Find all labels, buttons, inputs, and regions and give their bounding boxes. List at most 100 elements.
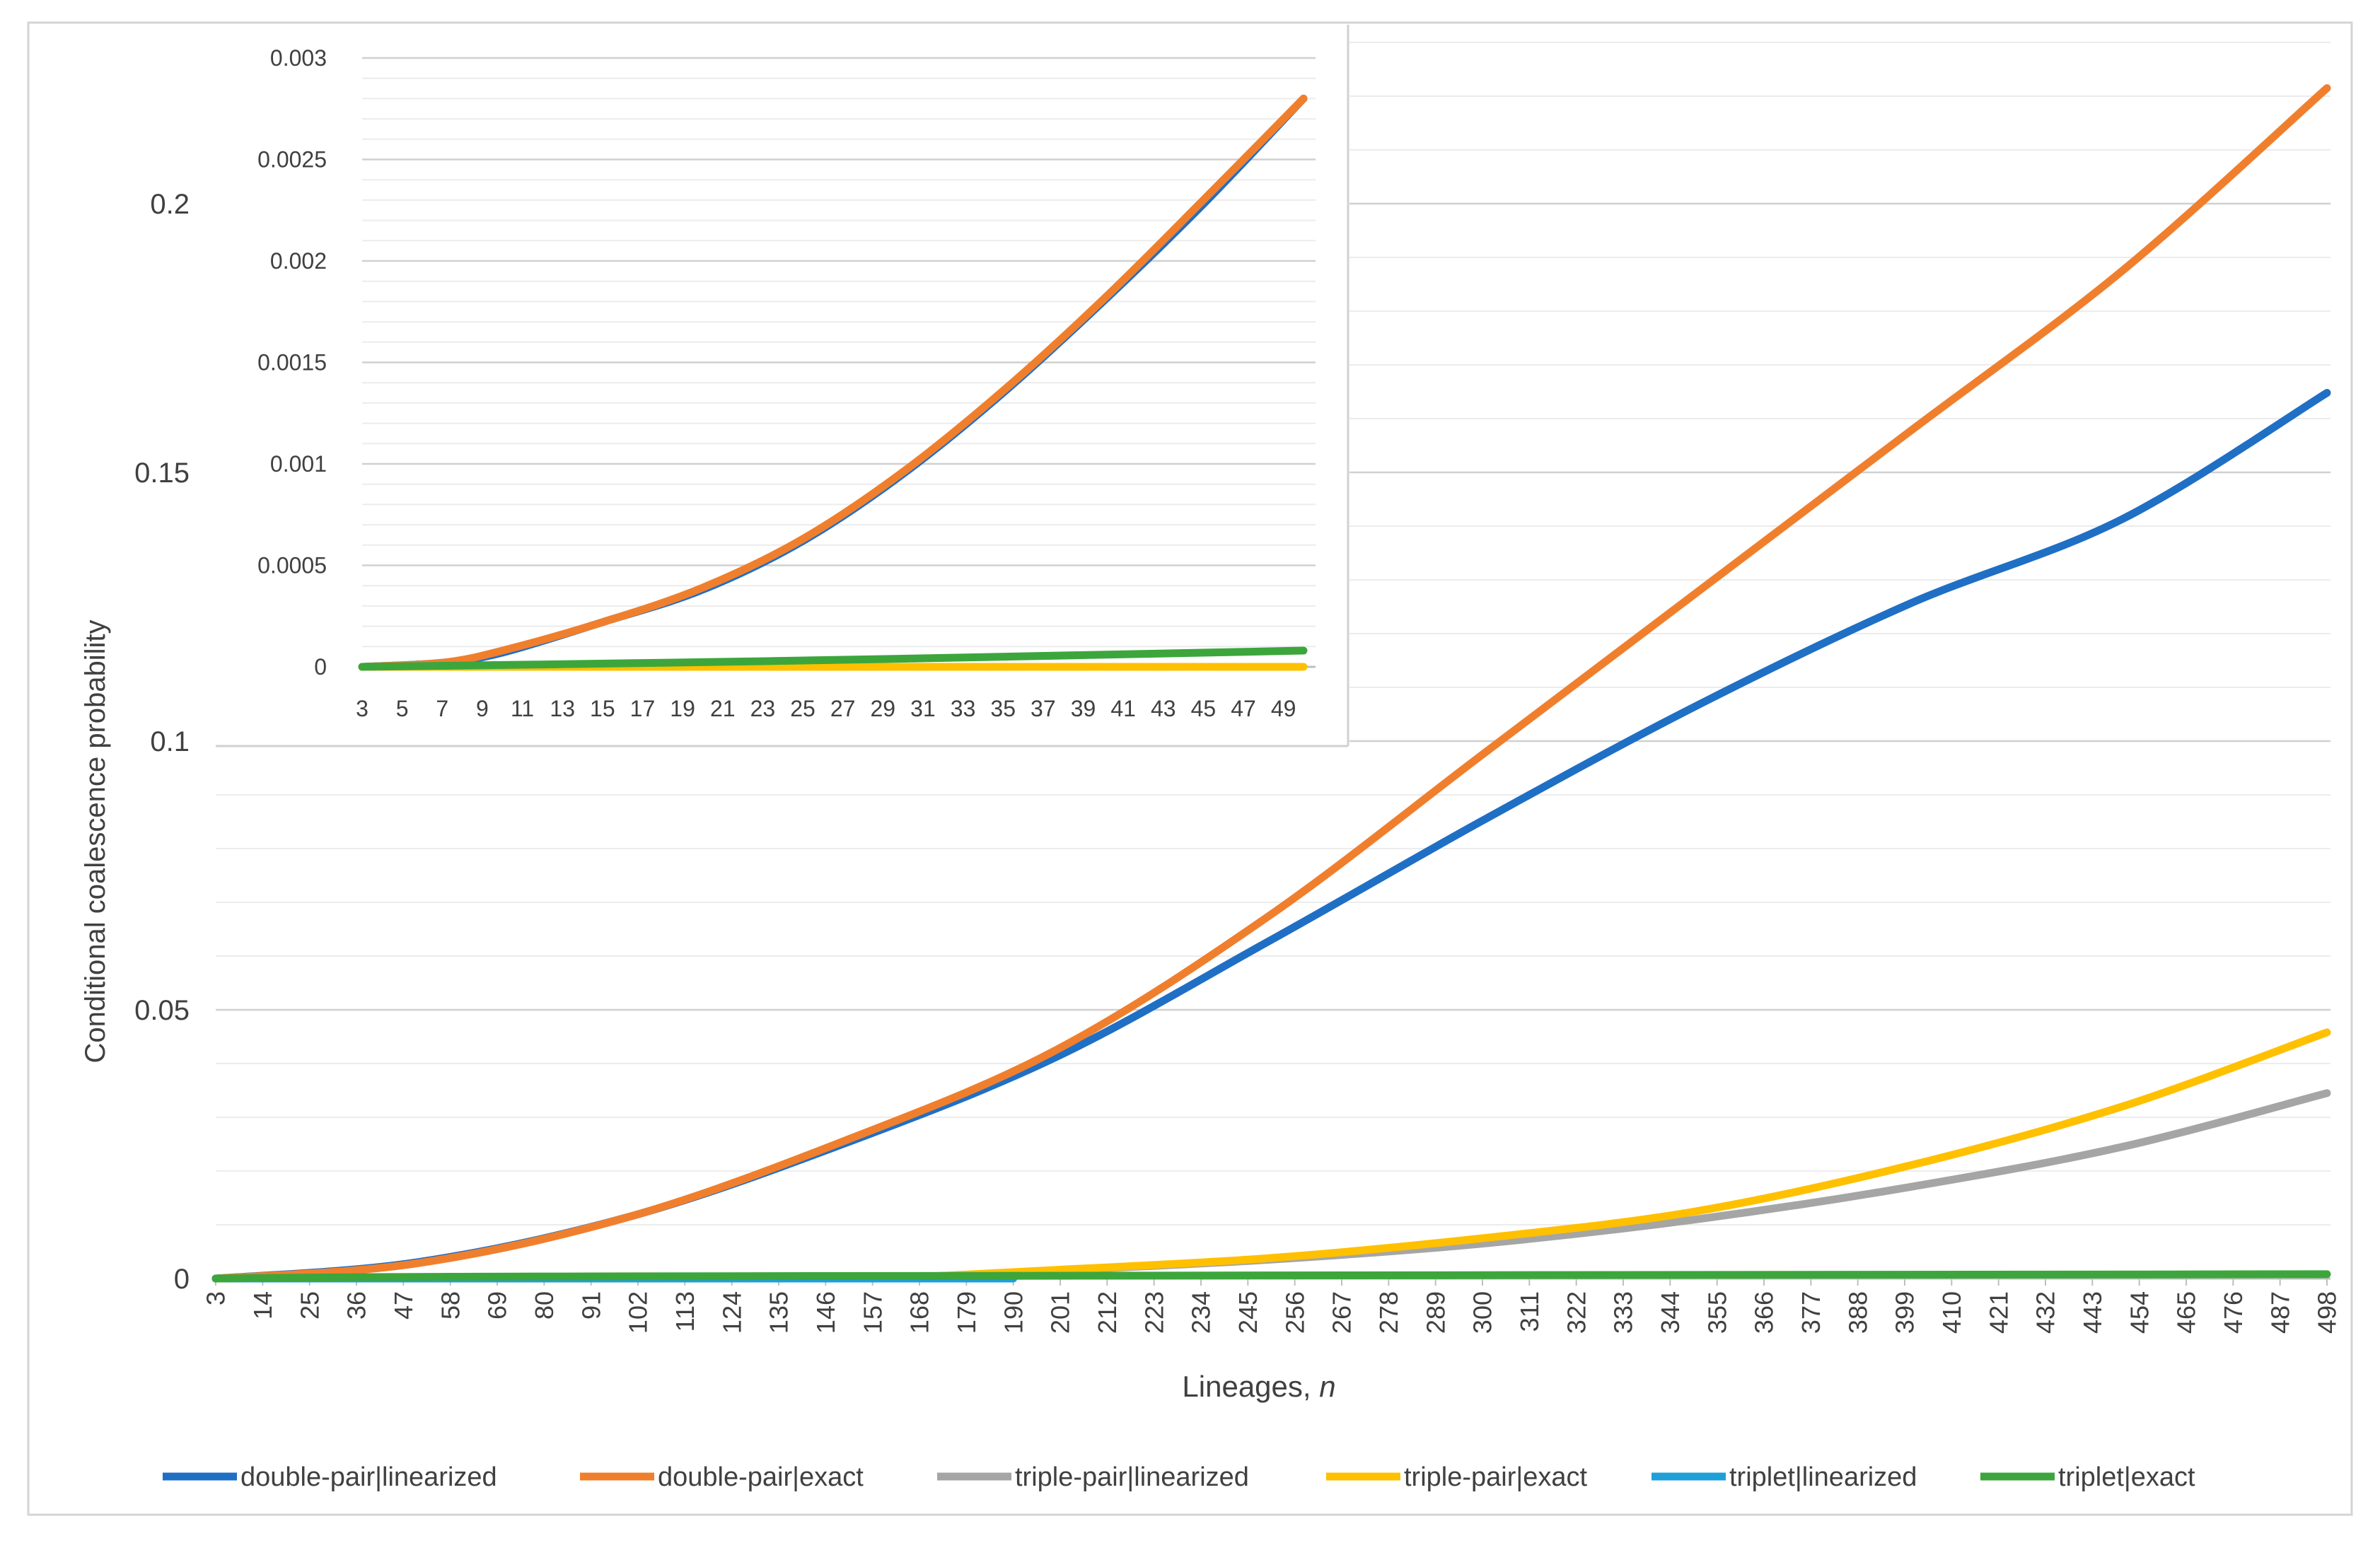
main-y-tick-label: 0 <box>174 1264 190 1295</box>
main-series-triplet-exact <box>211 1270 2331 1283</box>
main-x-tick-label: 476 <box>2219 1291 2248 1334</box>
inset-series-double-pair-exact <box>358 94 1308 671</box>
legend-label-triplet-linearized: triplet|linearized <box>1729 1462 1917 1492</box>
legend: double-pair|linearized double-pair|exact t… <box>163 1462 2195 1492</box>
main-x-tick-label: 388 <box>1843 1291 1872 1334</box>
legend-label-triplet-exact: triplet|exact <box>2058 1462 2195 1492</box>
main-x-tick-label: 311 <box>1515 1291 1544 1332</box>
main-x-tick-label: 190 <box>999 1291 1028 1334</box>
inset-x-tick-labels: 3 5 7 9 11 13 15 17 19 21 23 25 27 29 31 33 35 37 39 41 43 45… <box>356 696 1296 721</box>
main-x-tick-label: 355 <box>1702 1291 1731 1334</box>
inset-x-tick-label: 17 <box>630 696 656 721</box>
inset-x-tick-label: 11 <box>511 696 534 721</box>
y-axis-label: Conditional coalescence probability <box>80 619 111 1063</box>
main-x-tick-label: 234 <box>1187 1291 1216 1334</box>
legend-label-triple-pair-exact: triple-pair|exact <box>1404 1462 1588 1492</box>
main-x-tick-label: 124 <box>717 1291 746 1334</box>
main-x-tick-label: 47 <box>389 1291 418 1320</box>
main-x-tick-label: 14 <box>248 1291 277 1320</box>
main-x-tick-label: 113 <box>671 1291 700 1332</box>
main-x-tick-label: 344 <box>1656 1291 1685 1334</box>
main-x-tick-label: 212 <box>1093 1291 1122 1334</box>
inset-x-tick-label: 13 <box>550 696 575 721</box>
main-x-tick-label: 300 <box>1468 1291 1497 1334</box>
main-x-tick-label: 377 <box>1796 1291 1825 1334</box>
main-y-tick-label: 0.15 <box>134 458 190 489</box>
inset-y-tick-label: 0 <box>314 654 327 680</box>
main-y-tick-labels: 0 0.05 0.1 0.15 0.2 <box>134 189 190 1295</box>
x-axis-label-variable: n <box>1319 1370 1335 1403</box>
inset-x-tick-label: 43 <box>1151 696 1176 721</box>
inset-series-triplet-exact <box>358 646 1308 671</box>
inset-x-tick-label: 9 <box>476 696 489 721</box>
main-y-tick-label: 0.1 <box>150 726 190 757</box>
main-x-tick-label: 69 <box>483 1291 512 1320</box>
inset-x-tick-label: 41 <box>1110 696 1136 721</box>
main-x-tick-labels: 3 14 25 36 47 58 69 80 91 102 113 124 135 146 157 168 17… <box>202 1291 2342 1334</box>
main-series-triple-pair-exact <box>915 1028 2331 1281</box>
main-y-tick-label: 0.05 <box>134 995 190 1026</box>
inset-x-tick-label: 21 <box>710 696 736 721</box>
inset-x-tick-label: 5 <box>396 696 409 721</box>
main-x-tick-label: 432 <box>2031 1291 2060 1334</box>
inset-x-tick-label: 27 <box>830 696 856 721</box>
main-x-tick-label: 333 <box>1609 1291 1638 1334</box>
inset-x-tick-label: 29 <box>871 696 896 721</box>
inset-x-tick-label: 39 <box>1071 696 1096 721</box>
main-x-tick-label: 443 <box>2078 1291 2107 1334</box>
main-x-tick-label: 256 <box>1280 1291 1309 1334</box>
x-axis-label: Lineages, n <box>1182 1370 1335 1403</box>
main-x-tick-label: 146 <box>811 1291 840 1334</box>
main-x-tick-label: 3 <box>202 1291 231 1305</box>
legend-label-double-pair-linearized: double-pair|linearized <box>240 1462 497 1492</box>
inset-y-tick-label: 0.0005 <box>257 553 327 578</box>
inset-y-tick-label: 0.001 <box>270 451 327 477</box>
main-plot-series <box>211 84 2331 1283</box>
main-x-tick-label: 80 <box>530 1291 559 1320</box>
main-x-tick-label: 366 <box>1750 1291 1779 1334</box>
inset-x-tick-label: 49 <box>1271 696 1296 721</box>
main-x-tick-label: 421 <box>1984 1291 2013 1334</box>
inset-background <box>216 25 1349 746</box>
inset-x-tick-label: 47 <box>1231 696 1256 721</box>
main-x-tick-label: 135 <box>765 1291 794 1334</box>
main-x-tick-label: 58 <box>436 1291 465 1320</box>
main-x-tick-label: 410 <box>1937 1291 1966 1334</box>
legend-label-triple-pair-linearized: triple-pair|linearized <box>1015 1462 1249 1492</box>
main-x-tick-label: 179 <box>952 1291 981 1334</box>
inset-y-tick-label: 0.0025 <box>257 147 327 173</box>
inset-x-tick-label: 31 <box>910 696 936 721</box>
main-x-tick-label: 267 <box>1328 1291 1357 1334</box>
main-x-tick-label: 36 <box>342 1291 371 1320</box>
main-x-tick-label: 399 <box>1891 1291 1920 1334</box>
main-x-tick-label: 25 <box>295 1291 324 1320</box>
inset-x-tick-label: 25 <box>790 696 815 721</box>
main-x-tick-label: 91 <box>576 1291 605 1320</box>
main-x-tick-label: 465 <box>2172 1291 2201 1334</box>
inset-y-tick-label: 0.003 <box>270 45 327 71</box>
main-x-tick-label: 322 <box>1562 1291 1591 1334</box>
main-x-tick-label: 487 <box>2265 1291 2294 1334</box>
inset-x-tick-label: 3 <box>356 696 368 721</box>
inset-x-tick-label: 45 <box>1191 696 1217 721</box>
inset-plot-series <box>358 94 1308 671</box>
main-y-tick-label: 0.2 <box>150 189 190 220</box>
inset-x-tick-label: 35 <box>990 696 1016 721</box>
inset-x-tick-label: 37 <box>1031 696 1056 721</box>
inset-x-tick-label: 15 <box>590 696 615 721</box>
main-series-double-pair-exact <box>211 84 2331 1283</box>
x-axis-label-text: Lineages, <box>1182 1370 1319 1403</box>
main-x-tick-label: 245 <box>1233 1291 1262 1334</box>
main-x-tick-label: 168 <box>905 1291 934 1334</box>
main-x-tick-label: 223 <box>1139 1291 1168 1334</box>
main-x-tick-label: 454 <box>2125 1291 2154 1334</box>
inset-x-tick-label: 7 <box>436 696 448 721</box>
main-x-tick-label: 201 <box>1046 1291 1075 1334</box>
inset-x-tick-label: 33 <box>951 696 976 721</box>
inset-y-tick-label: 0.0015 <box>257 350 327 375</box>
main-x-tick-label: 278 <box>1374 1291 1403 1334</box>
main-x-tick-label: 289 <box>1421 1291 1450 1334</box>
legend-label-double-pair-exact: double-pair|exact <box>658 1462 864 1492</box>
